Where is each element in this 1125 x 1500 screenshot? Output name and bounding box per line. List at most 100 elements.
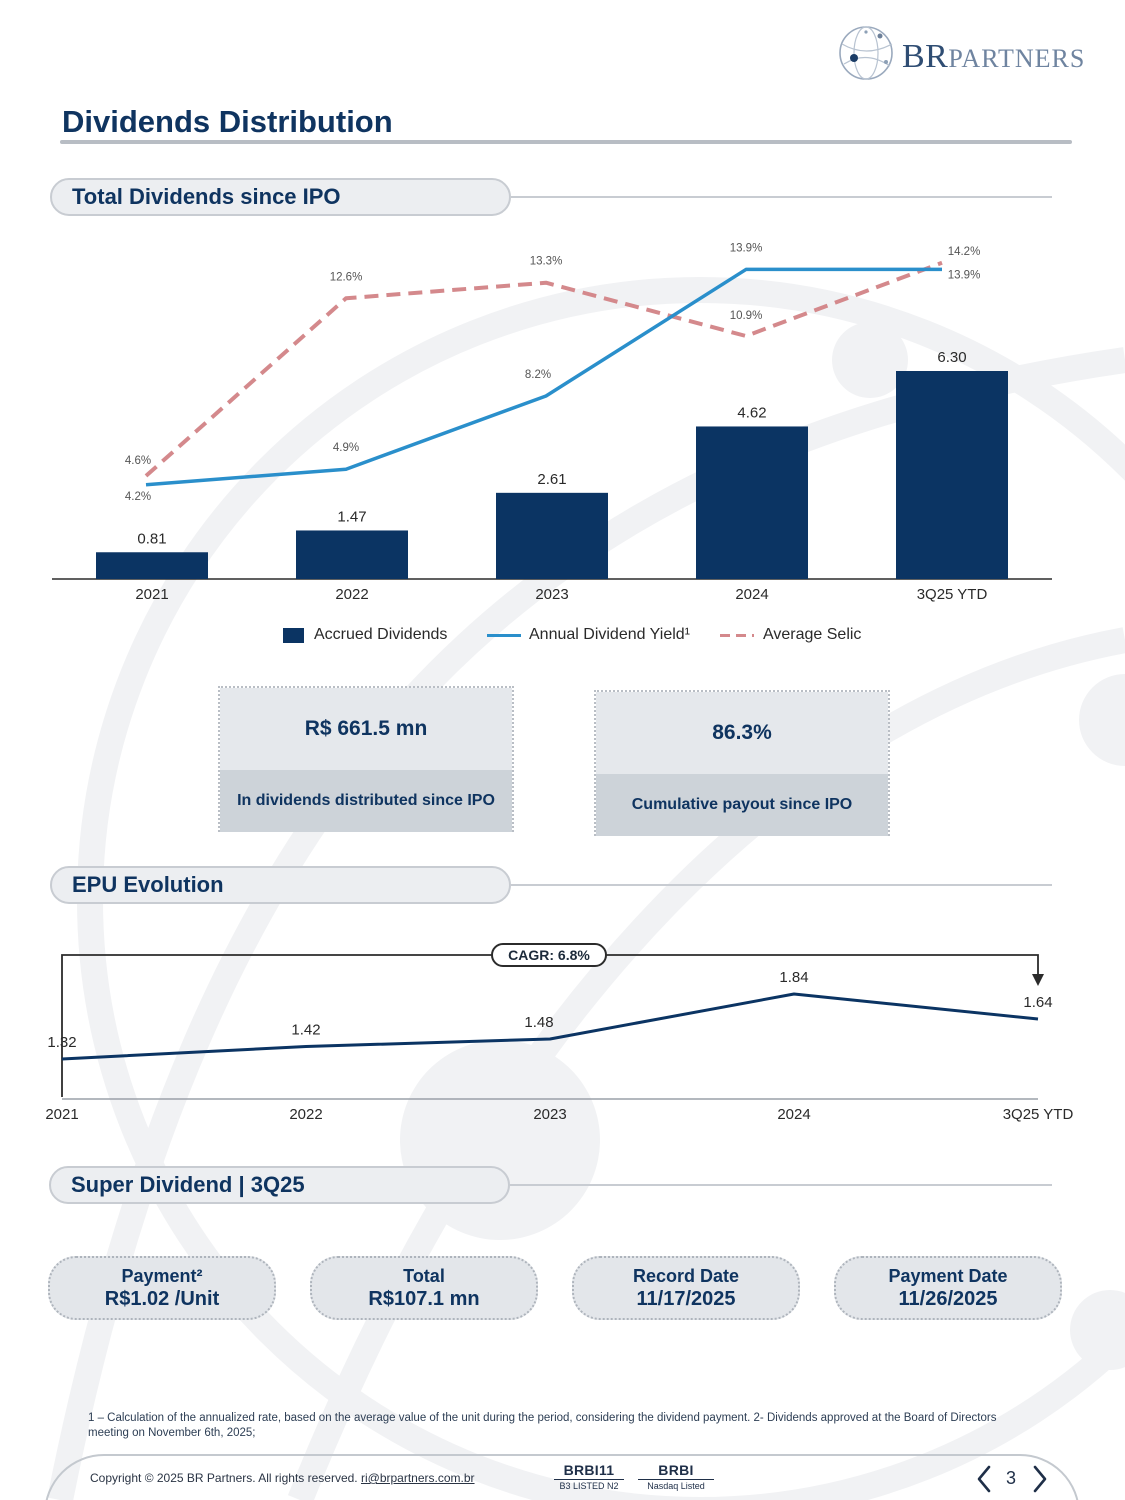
kpi-label: Cumulative payout since IPO bbox=[596, 774, 888, 836]
selic-data-label: 12.6% bbox=[330, 271, 363, 283]
bar-value-label: 1.47 bbox=[337, 508, 366, 525]
x-tick-label: 3Q25 YTD bbox=[917, 586, 988, 603]
bar-value-label: 4.62 bbox=[737, 404, 766, 421]
selic-data-label: 4.6% bbox=[125, 455, 151, 467]
card-title: Payment Date bbox=[888, 1266, 1008, 1286]
ticker-nasdaq-symbol: BRBI bbox=[658, 1462, 694, 1478]
pager: 3 bbox=[975, 1462, 1051, 1496]
legend-item-selic: Average Selic bbox=[720, 624, 861, 646]
ticker-b3-symbol: BRBI11 bbox=[563, 1462, 615, 1478]
epu-data-label: 1.84 bbox=[779, 969, 808, 986]
ticker-b3-label: B3 LISTED N2 bbox=[559, 1481, 619, 1491]
epu-x-tick-label: 3Q25 YTD bbox=[1003, 1106, 1074, 1123]
section-rule-dividends bbox=[511, 196, 1052, 198]
logo-br: BR bbox=[902, 38, 949, 75]
title-divider bbox=[60, 140, 1072, 144]
x-tick-label: 2023 bbox=[535, 586, 568, 603]
bar-accrued-dividends bbox=[696, 426, 808, 579]
kpi-dividends-distributed: R$ 661.5 mn In dividends distributed sin… bbox=[218, 686, 514, 832]
ir-email-link[interactable]: ri@brpartners.com.br bbox=[360, 1471, 475, 1485]
bar-value-label: 2.61 bbox=[537, 471, 566, 488]
cagr-arrow-head bbox=[1032, 974, 1044, 986]
copyright-text: Copyright © 2025 BR Partners. All rights… bbox=[90, 1471, 358, 1485]
legend-swatch-dash bbox=[720, 633, 754, 637]
page-number: 3 bbox=[1006, 1468, 1017, 1488]
section-title-super-dividend: Super Dividend | 3Q25 bbox=[71, 1172, 305, 1197]
kpi-value: 86.3% bbox=[596, 692, 888, 774]
section-header-dividends: Total Dividends since IPO bbox=[50, 178, 511, 216]
section-title-dividends: Total Dividends since IPO bbox=[72, 184, 341, 209]
legend-swatch-line bbox=[487, 633, 521, 637]
selic-data-label: 14.2% bbox=[948, 246, 981, 258]
section-rule-super-dividend bbox=[510, 1184, 1052, 1186]
page-title: Dividends Distribution bbox=[62, 104, 393, 139]
epu-line-chart: 1.32 1.42 1.48 1.84 1.64 2021 2022 2023 2024 3Q25… bbox=[45, 954, 1074, 1123]
legend-label-accrued: Accrued Dividends bbox=[314, 626, 448, 643]
ticker-b3: BRBI11 B3 LISTED N2 bbox=[554, 1462, 624, 1491]
copyright: Copyright © 2025 BR Partners. All rights… bbox=[90, 1471, 475, 1485]
x-tick-label: 2021 bbox=[135, 586, 168, 603]
epu-x-tick-label: 2021 bbox=[45, 1106, 78, 1123]
yield-data-label: 8.2% bbox=[525, 369, 551, 381]
epu-data-label: 1.42 bbox=[291, 1022, 320, 1039]
card-payment-date: Payment Date 11/26/2025 bbox=[834, 1256, 1062, 1320]
ticker-nasdaq-rule bbox=[638, 1479, 714, 1480]
ticker-nasdaq: BRBI Nasdaq Listed bbox=[638, 1462, 714, 1491]
card-title: Total bbox=[403, 1266, 445, 1286]
yield-data-label: 13.9% bbox=[730, 242, 763, 254]
line-annual-dividend-yield bbox=[145, 267, 942, 487]
legend-item-accrued: Accrued Dividends bbox=[283, 624, 447, 646]
logo-partners: PARTNERS bbox=[948, 44, 1086, 73]
card-payment-per-unit: Payment² R$1.02 /Unit bbox=[48, 1256, 276, 1320]
epu-data-label: 1.64 bbox=[1023, 994, 1052, 1011]
epu-data-label: 1.32 bbox=[47, 1034, 76, 1051]
yield-data-label: 4.2% bbox=[125, 491, 151, 503]
kpi-cumulative-payout: 86.3% Cumulative payout since IPO bbox=[594, 690, 890, 836]
section-rule-epu bbox=[511, 884, 1052, 886]
card-value: 11/26/2025 bbox=[898, 1288, 998, 1310]
globe-logo-icon bbox=[839, 26, 893, 80]
x-tick-label: 2024 bbox=[735, 586, 768, 603]
chevron-left-icon[interactable] bbox=[975, 1464, 993, 1494]
kpi-value: R$ 661.5 mn bbox=[220, 688, 512, 770]
epu-x-tick-label: 2023 bbox=[533, 1106, 566, 1123]
logo-wordmark: BRPARTNERS bbox=[902, 38, 1085, 76]
dividends-combo-chart: 0.81 1.47 2.61 4.62 6.30 2021 2022 2023 2024 3Q25… bbox=[52, 242, 1052, 603]
kpi-label: In dividends distributed since IPO bbox=[220, 770, 512, 832]
bar-value-label: 6.30 bbox=[937, 349, 966, 366]
chevron-right-icon[interactable] bbox=[1031, 1464, 1049, 1494]
section-title-epu: EPU Evolution bbox=[72, 872, 224, 897]
card-title: Payment² bbox=[121, 1266, 203, 1286]
card-total: Total R$107.1 mn bbox=[310, 1256, 538, 1320]
bar-accrued-dividends bbox=[896, 371, 1008, 579]
br-partners-logo: BRPARTNERS bbox=[836, 22, 1096, 84]
cagr-badge: CAGR: 6.8% bbox=[491, 943, 607, 967]
legend-item-yield: Annual Dividend Yield¹ bbox=[487, 624, 690, 646]
yield-data-label: 13.9% bbox=[948, 269, 981, 281]
epu-data-label: 1.48 bbox=[524, 1014, 553, 1031]
legend-swatch-bar bbox=[283, 627, 304, 643]
section-header-super-dividend: Super Dividend | 3Q25 bbox=[49, 1166, 510, 1204]
section-header-epu: EPU Evolution bbox=[50, 866, 511, 904]
card-value: 11/17/2025 bbox=[636, 1288, 736, 1310]
footnote: 1 – Calculation of the annualized rate, … bbox=[88, 1412, 997, 1439]
card-title: Record Date bbox=[632, 1266, 740, 1286]
epu-line bbox=[61, 992, 1039, 1061]
line-average-selic bbox=[144, 260, 943, 478]
epu-x-tick-label: 2022 bbox=[289, 1106, 322, 1123]
ticker-b3-rule bbox=[554, 1479, 624, 1480]
ticker-nasdaq-label: Nasdaq Listed bbox=[647, 1481, 705, 1491]
x-tick-label: 2022 bbox=[335, 586, 368, 603]
card-value: R$1.02 /Unit bbox=[104, 1288, 220, 1310]
epu-x-tick-label: 2024 bbox=[777, 1106, 810, 1123]
bar-accrued-dividends bbox=[296, 530, 408, 579]
legend-label-yield: Annual Dividend Yield¹ bbox=[529, 626, 690, 643]
selic-data-label: 13.3% bbox=[530, 256, 563, 268]
legend-label-selic: Average Selic bbox=[763, 626, 862, 643]
bar-accrued-dividends bbox=[96, 552, 208, 579]
yield-data-label: 4.9% bbox=[333, 442, 359, 454]
card-value: R$107.1 mn bbox=[368, 1288, 480, 1310]
bar-value-label: 0.81 bbox=[137, 530, 166, 547]
selic-data-label: 10.9% bbox=[730, 310, 763, 322]
card-record-date: Record Date 11/17/2025 bbox=[572, 1256, 800, 1320]
